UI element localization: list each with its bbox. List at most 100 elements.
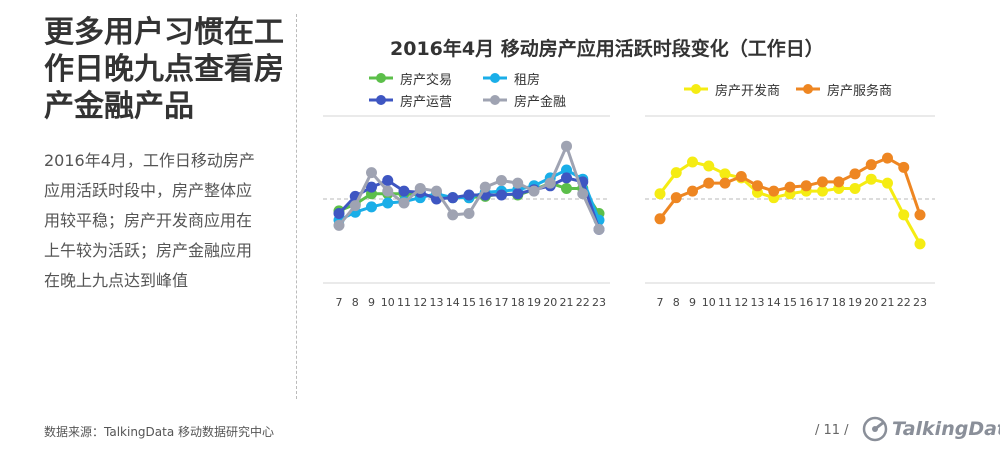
x-tick-label: 14 bbox=[767, 296, 781, 309]
data-point bbox=[366, 181, 377, 193]
legend-item: 房产金融 bbox=[482, 91, 567, 110]
x-tick-label: 11 bbox=[718, 296, 732, 309]
data-point bbox=[431, 185, 442, 197]
data-point bbox=[670, 192, 682, 204]
data-point bbox=[898, 209, 910, 221]
data-point bbox=[447, 192, 459, 204]
vertical-divider bbox=[296, 14, 297, 399]
data-point bbox=[561, 172, 572, 184]
x-tick-label: 21 bbox=[881, 296, 895, 309]
data-point bbox=[577, 188, 589, 200]
data-point bbox=[817, 185, 828, 197]
data-point bbox=[768, 185, 780, 197]
talkingdata-logo: TalkingData bbox=[862, 416, 1000, 442]
data-point bbox=[865, 173, 877, 185]
data-point bbox=[687, 156, 698, 168]
legend-item: 租房 bbox=[482, 69, 540, 88]
legend-label: 房产服务商 bbox=[827, 83, 893, 99]
legend-marker-icon bbox=[483, 73, 507, 83]
data-point bbox=[703, 177, 715, 189]
x-tick-label: 17 bbox=[816, 296, 830, 309]
data-point bbox=[784, 181, 796, 193]
description-line: 用较平稳；房产开发商应用在 bbox=[44, 211, 253, 230]
x-tick-label: 19 bbox=[848, 296, 862, 309]
data-point bbox=[752, 180, 763, 192]
x-tick-label: 18 bbox=[832, 296, 846, 309]
x-tick-label: 16 bbox=[799, 296, 813, 309]
data-point bbox=[512, 188, 524, 200]
legend-label: 房产金融 bbox=[514, 94, 567, 110]
x-tick-label: 19 bbox=[527, 296, 541, 309]
headline: 更多用户习惯在工 作日晚九点查看房 产金融产品 bbox=[44, 14, 284, 125]
x-tick-label: 17 bbox=[495, 296, 509, 309]
data-point bbox=[382, 197, 394, 209]
data-point bbox=[882, 152, 893, 164]
data-point bbox=[512, 177, 524, 189]
x-tick-label: 9 bbox=[689, 296, 696, 309]
x-tick-label: 22 bbox=[897, 296, 911, 309]
x-tick-label: 18 bbox=[511, 296, 525, 309]
x-tick-label: 23 bbox=[913, 296, 927, 309]
data-point bbox=[833, 176, 845, 188]
data-point bbox=[382, 185, 394, 197]
data-point bbox=[447, 209, 459, 221]
talkingdata-logo-icon bbox=[862, 416, 888, 442]
x-tick-label: 16 bbox=[478, 296, 492, 309]
data-point bbox=[414, 182, 426, 194]
x-tick-label: 15 bbox=[783, 296, 797, 309]
data-point bbox=[349, 200, 361, 212]
x-tick-label: 8 bbox=[352, 296, 359, 309]
data-point bbox=[398, 197, 410, 209]
legend-label: 房产开发商 bbox=[715, 83, 781, 99]
data-point bbox=[398, 185, 410, 197]
data-point bbox=[333, 208, 345, 220]
data-point bbox=[719, 177, 731, 189]
chart-title: 2016年4月 移动房产应用活跃时段变化（工作日） bbox=[390, 38, 824, 60]
data-point bbox=[817, 176, 828, 188]
data-point bbox=[735, 171, 747, 183]
legend-item: 房产开发商 bbox=[683, 80, 781, 99]
data-point bbox=[865, 159, 877, 171]
description-line: 上午较为活跃；房产金融应用 bbox=[44, 241, 253, 260]
legend-label: 房产运营 bbox=[400, 94, 453, 110]
x-tick-label: 7 bbox=[336, 296, 343, 309]
headline-line: 产金融产品 bbox=[44, 89, 194, 124]
data-point bbox=[703, 160, 715, 172]
data-point bbox=[366, 201, 377, 213]
description-line: 2016年4月，工作日移动房产 bbox=[44, 151, 255, 170]
data-point bbox=[544, 177, 556, 189]
legend-marker-icon bbox=[684, 84, 708, 94]
data-source: 数据来源：TalkingData 移动数据研究中心 bbox=[44, 425, 275, 439]
data-point bbox=[561, 182, 572, 194]
data-point bbox=[914, 209, 926, 221]
page-number: / 11 / bbox=[815, 423, 849, 438]
data-point bbox=[914, 238, 926, 250]
x-tick-label: 15 bbox=[462, 296, 476, 309]
x-tick-label: 21 bbox=[560, 296, 574, 309]
data-point bbox=[479, 181, 491, 193]
data-point bbox=[561, 164, 572, 176]
legend-item: 房产交易 bbox=[368, 69, 452, 88]
x-tick-label: 14 bbox=[446, 296, 460, 309]
data-point bbox=[382, 175, 394, 187]
data-point bbox=[654, 188, 666, 200]
data-point bbox=[849, 182, 861, 194]
description-line: 在晚上九点达到峰值 bbox=[44, 271, 189, 290]
data-point bbox=[719, 168, 731, 180]
x-tick-label: 12 bbox=[413, 296, 427, 309]
data-point bbox=[496, 189, 507, 201]
x-tick-label: 8 bbox=[673, 296, 680, 309]
x-tick-label: 11 bbox=[397, 296, 411, 309]
legend-item: 房产运营 bbox=[368, 91, 453, 110]
x-tick-label: 13 bbox=[751, 296, 765, 309]
description-line: 应用活跃时段中，房产整体应 bbox=[44, 181, 253, 200]
x-tick-label: 20 bbox=[543, 296, 557, 309]
data-point bbox=[882, 177, 893, 189]
data-point bbox=[670, 167, 682, 179]
logo-text: TalkingData bbox=[892, 418, 1000, 440]
data-point bbox=[800, 180, 812, 192]
legend-marker-icon bbox=[369, 95, 393, 105]
legend-marker-icon bbox=[369, 73, 393, 83]
legend-marker-icon bbox=[483, 95, 507, 105]
